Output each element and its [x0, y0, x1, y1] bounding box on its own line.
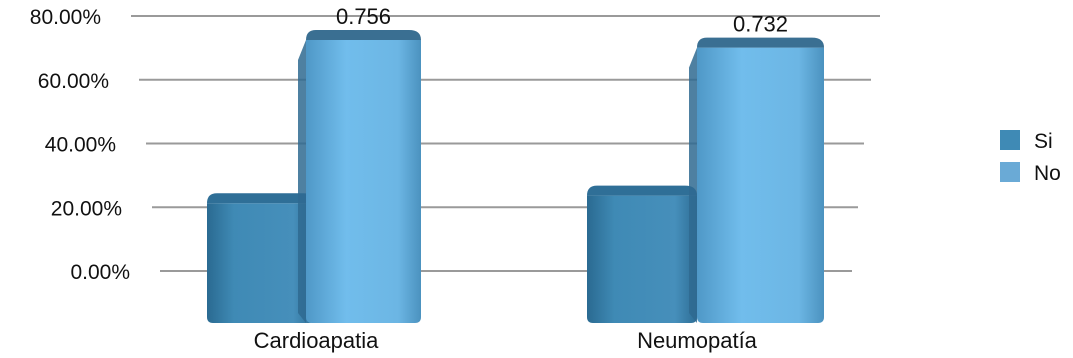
legend-swatch-si	[1000, 130, 1020, 150]
data-label: 0.732	[733, 12, 788, 37]
y-tick-label: 60.00%	[38, 70, 109, 93]
y-tick-label: 0.00%	[70, 261, 130, 284]
bar-si-0	[207, 193, 315, 323]
y-tick-label: 80.00%	[30, 6, 101, 29]
y-tick-label: 20.00%	[51, 197, 122, 220]
data-label: 0.756	[336, 4, 391, 29]
bar-no-1	[689, 37, 824, 324]
y-tick-label: 40.00%	[45, 134, 116, 157]
x-tick-label: Cardioapatia	[254, 328, 380, 353]
x-tick-label: Neumopatía	[637, 328, 758, 353]
legend: Si No	[1000, 130, 1061, 185]
legend-label: Si	[1034, 130, 1053, 153]
data-labels: 0.756 0.732	[336, 4, 788, 37]
bar-si-1	[587, 185, 697, 323]
x-axis: Cardioapatia Neumopatía	[254, 328, 758, 353]
legend-swatch-no	[1000, 162, 1020, 182]
bar-no-0	[298, 30, 421, 324]
bars	[207, 30, 824, 324]
y-axis: 0.00% 20.00% 40.00% 60.00% 80.00%	[30, 6, 130, 284]
legend-label: No	[1034, 162, 1061, 185]
